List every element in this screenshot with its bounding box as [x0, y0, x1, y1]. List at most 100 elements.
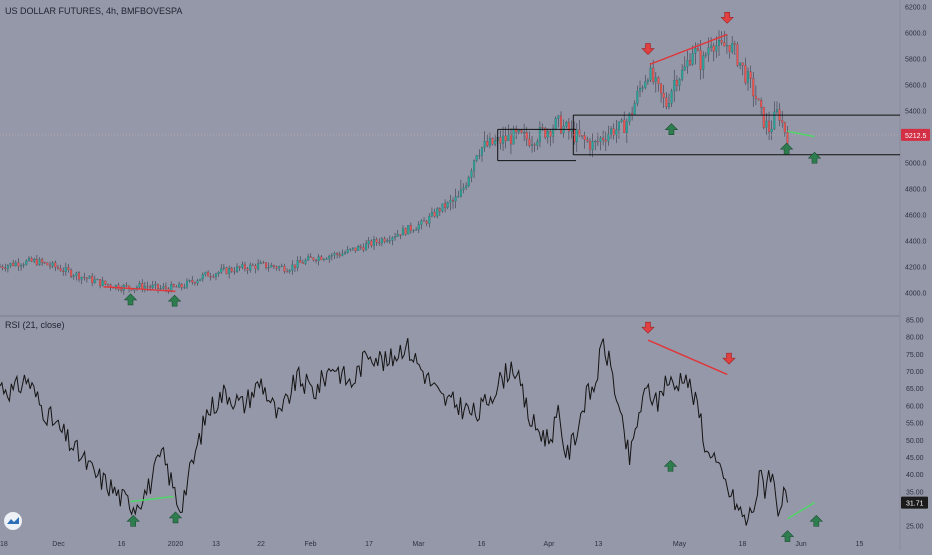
candle-body [178, 283, 181, 288]
candle-body [12, 262, 15, 266]
candle-body [602, 137, 605, 141]
candle-body [739, 62, 742, 66]
up-arrow-icon [809, 514, 824, 527]
candle-body [644, 81, 647, 88]
candle-body [372, 239, 375, 246]
candle-body [733, 43, 736, 45]
candle-body [433, 211, 436, 217]
main-legend: US DOLLAR FUTURES, 4h, BMFBOVESPA [5, 6, 182, 16]
candle-body [715, 45, 718, 52]
candle-body [654, 77, 657, 82]
candle-body [633, 103, 636, 115]
candle-body [567, 122, 570, 132]
candle-body [1, 266, 4, 269]
candle-body [467, 177, 470, 186]
candle-body [417, 224, 420, 230]
candle-body [696, 47, 699, 51]
price-tick-label: 4200.0 [905, 265, 927, 272]
candle-body [125, 285, 128, 287]
candle-body [104, 280, 107, 285]
candle-body [520, 130, 523, 133]
candle-body [731, 43, 734, 52]
candle-body [225, 267, 228, 274]
candle-body [412, 230, 415, 232]
rsi-tick-label: 65.00 [906, 386, 924, 393]
candle-body [625, 121, 628, 133]
bearish-divergence-line [103, 286, 176, 292]
up-arrow-icon [663, 459, 678, 472]
candle-body [88, 276, 91, 279]
candle-body [251, 264, 254, 266]
down-arrow-icon [720, 12, 734, 24]
candle-body [70, 269, 73, 277]
candle-body [401, 228, 404, 236]
candle-body [91, 276, 94, 283]
candle-body [404, 228, 407, 235]
candle-body [741, 62, 744, 66]
up-arrow-icon [123, 293, 138, 306]
candle-body [212, 276, 215, 278]
candle-body [172, 284, 175, 287]
candle-body [765, 120, 768, 128]
candle-body [309, 256, 312, 258]
candle-body [228, 268, 231, 274]
candle-body [322, 258, 325, 260]
candle-body [214, 273, 217, 277]
candle-body [581, 135, 584, 137]
candle-body [349, 248, 352, 250]
candle-body [296, 260, 299, 268]
candle-body [312, 257, 315, 261]
candle-body [357, 246, 360, 251]
candle-body [752, 78, 755, 97]
time-tick-label: Mar [412, 541, 425, 548]
candle-body [259, 262, 262, 264]
candle-body [712, 45, 715, 52]
candle-body [718, 40, 721, 46]
candle-body [315, 259, 318, 261]
candle-body [720, 40, 723, 43]
candle-body [307, 256, 310, 261]
candle-body [570, 128, 573, 132]
candle-body [612, 128, 615, 136]
candle-body [430, 211, 433, 217]
candle-body [549, 131, 552, 137]
down-arrow-icon [641, 43, 655, 55]
candle-body [646, 80, 649, 82]
candle-body [583, 135, 586, 140]
candle-body [75, 272, 78, 277]
rsi-line [0, 337, 788, 526]
candle-body [370, 240, 373, 246]
time-tick-label: 18 [739, 541, 747, 548]
candle-body [575, 129, 578, 143]
bearish-divergence-line [649, 33, 728, 66]
candle-body [30, 258, 33, 262]
candle-body [283, 265, 286, 272]
candle-body [344, 252, 347, 254]
candle-body [325, 258, 328, 260]
candle-body [378, 242, 381, 244]
time-tick-label: 17 [365, 541, 373, 548]
candle-body [670, 90, 673, 104]
candle-body [775, 109, 778, 112]
candle-body [588, 141, 591, 150]
price-tick-label: 4000.0 [905, 291, 927, 298]
candle-body [428, 215, 431, 224]
candle-body [675, 79, 678, 86]
bullish-divergence-line [130, 495, 174, 503]
time-tick-label: Jun [795, 541, 806, 548]
candle-body [446, 202, 449, 208]
candle-body [317, 256, 320, 261]
candle-body [78, 272, 81, 280]
candle-body [141, 283, 144, 290]
candle-body [0, 266, 1, 268]
candle-body [607, 134, 610, 142]
rsi-pane[interactable] [0, 337, 788, 526]
candle-body [22, 264, 25, 266]
candle-body [207, 271, 210, 277]
candle-body [383, 238, 386, 242]
time-tick-label: 16 [118, 541, 126, 548]
candle-body [662, 92, 665, 98]
candle-body [35, 259, 38, 266]
